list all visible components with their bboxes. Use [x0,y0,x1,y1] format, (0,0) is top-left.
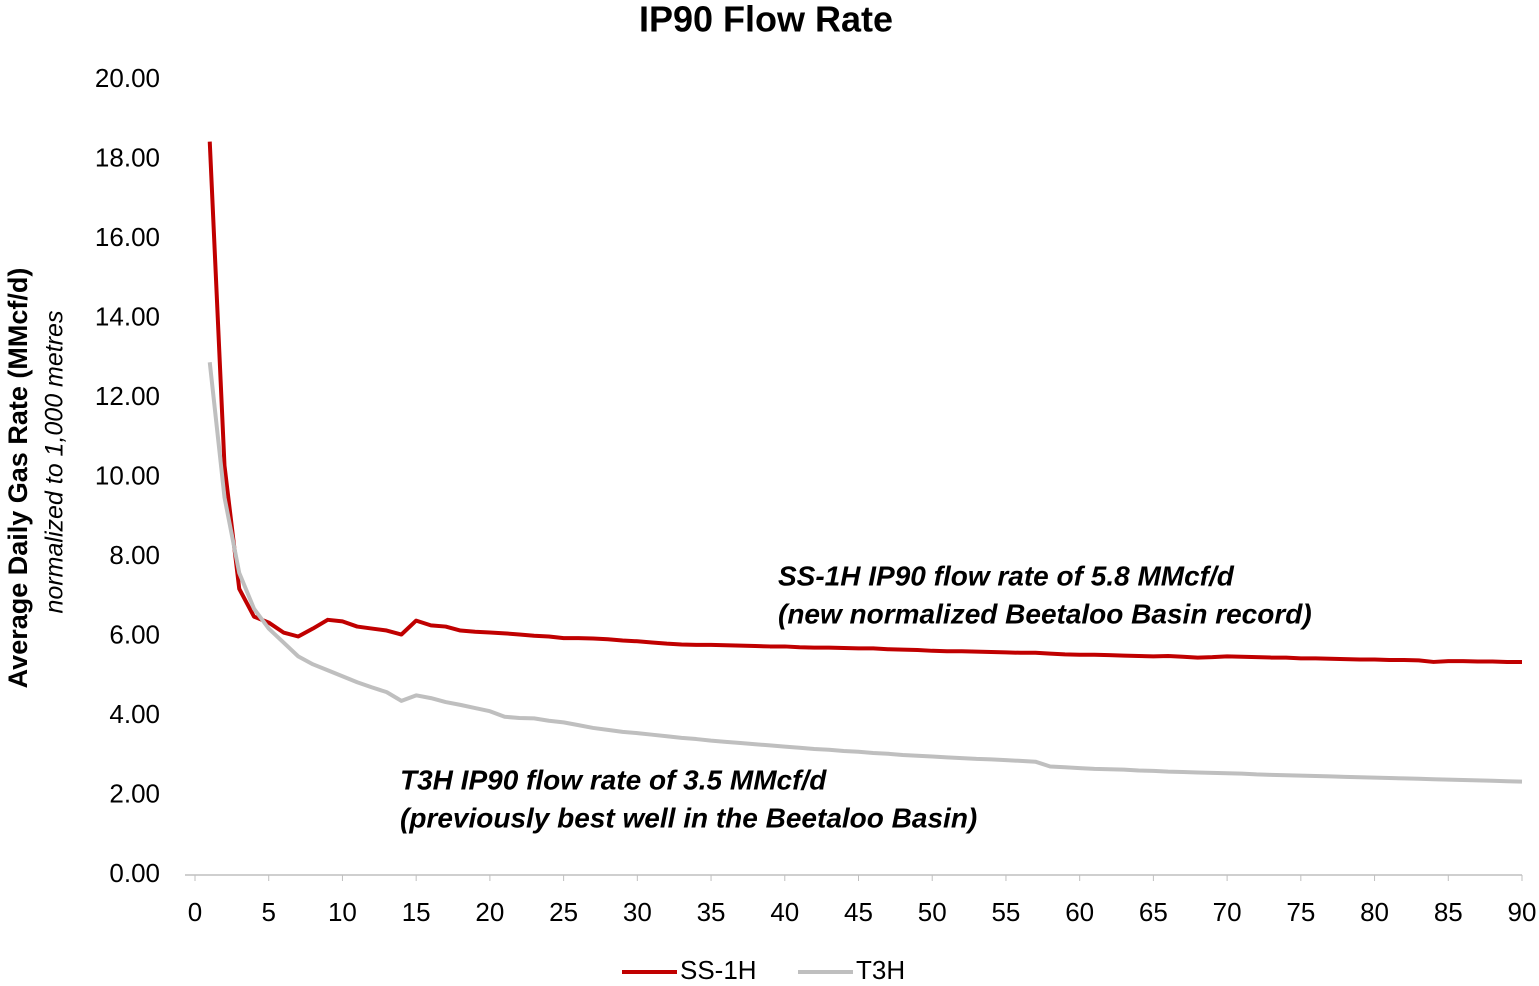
annotation: (previously best well in the Beetaloo Ba… [400,802,977,833]
y-tick-label: 2.00 [109,778,160,808]
y-tick-label: 10.00 [95,460,160,490]
x-tick-label: 70 [1213,897,1242,927]
y-tick-label: 0.00 [109,858,160,888]
y-tick-label: 18.00 [95,142,160,172]
x-tick-label: 90 [1508,897,1537,927]
x-tick-label: 40 [770,897,799,927]
x-tick-label: 25 [549,897,578,927]
annotation: T3H IP90 flow rate of 3.5 MMcf/d [400,764,827,795]
x-tick-label: 20 [475,897,504,927]
legend-label: SS-1H [680,955,757,985]
series-line [207,362,1523,784]
y-tick-label: 16.00 [95,222,160,252]
y-tick-label: 6.00 [109,619,160,649]
y-axis-label: Average Daily Gas Rate (MMcf/d) [3,268,33,689]
y-tick-label: 4.00 [109,699,160,729]
y-tick-label: 12.00 [95,381,160,411]
x-tick-label: 50 [918,897,947,927]
x-tick-label: 80 [1360,897,1389,927]
series-line [207,141,1522,664]
annotation: SS-1H IP90 flow rate of 5.8 MMcf/d [778,560,1235,591]
x-tick-label: 65 [1139,897,1168,927]
x-tick-label: 60 [1065,897,1094,927]
y-axis-sublabel: normalized to 1,000 metres [41,311,69,614]
y-tick-label: 8.00 [109,540,160,570]
y-tick-label: 14.00 [95,301,160,331]
chart-title: IP90 Flow Rate [639,0,893,40]
legend-label: T3H [856,955,905,985]
x-tick-label: 15 [402,897,431,927]
x-tick-label: 55 [991,897,1020,927]
x-tick-label: 45 [844,897,873,927]
x-tick-label: 35 [697,897,726,927]
y-tick-label: 20.00 [95,63,160,93]
x-tick-label: 0 [188,897,202,927]
x-tick-label: 30 [623,897,652,927]
x-tick-label: 85 [1434,897,1463,927]
x-tick-label: 5 [261,897,275,927]
annotation: (new normalized Beetaloo Basin record) [778,598,1312,629]
x-tick-label: 75 [1286,897,1315,927]
x-tick-label: 10 [328,897,357,927]
